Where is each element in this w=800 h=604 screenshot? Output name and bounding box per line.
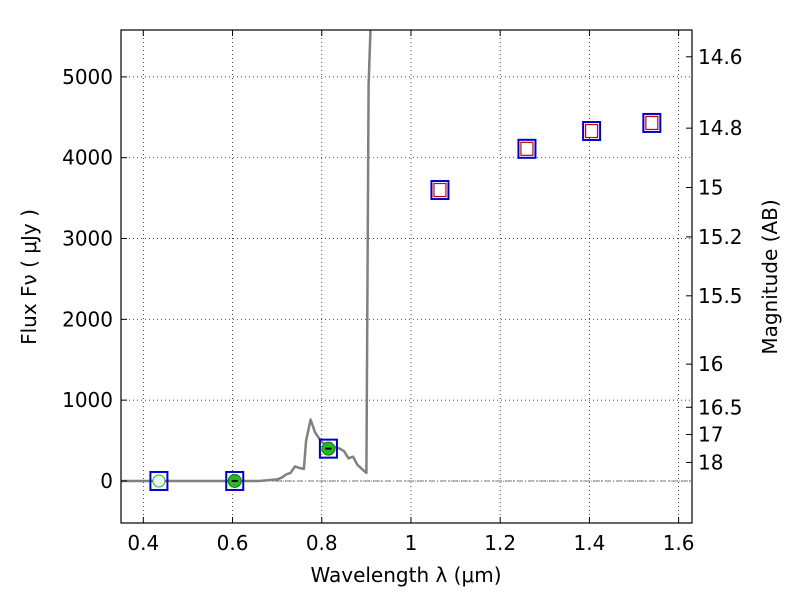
y2-axis-title: Magnitude (AB) [758, 199, 782, 354]
axis-layer: 0.4 0.6 0.8 1 1.2 1.4 1.6 0 1000 2000 3000 4000 5000… [62, 30, 743, 555]
model-flux-marker [430, 180, 450, 201]
model-flux-marker [582, 121, 602, 142]
x-axis-title: Wavelength λ (μm) [310, 563, 501, 587]
y2-tick-label: 16 [698, 352, 723, 376]
x-tick-label: 1 [405, 531, 418, 555]
model-flux-marker [642, 112, 662, 133]
y2-tick-label: 15 [698, 176, 723, 200]
y-tick-label: 5000 [62, 65, 113, 89]
clipped-series [121, 30, 662, 491]
y2-tick-label: 15.5 [698, 284, 743, 308]
template-spectrum-line [121, 30, 372, 483]
y2-tick-label: 15.2 [698, 225, 743, 249]
observed-flux-marker [645, 115, 659, 131]
y-tick-label: 2000 [62, 307, 113, 331]
x-tick-label: 0.8 [306, 531, 338, 555]
model-flux-marker [149, 470, 169, 491]
model-flux-marker [225, 470, 245, 491]
y-tick-label: 1000 [62, 388, 113, 412]
y2-tick-label: 14.8 [698, 116, 743, 140]
x-tick-label: 0.6 [217, 531, 249, 555]
series-layer [121, 30, 662, 491]
observed-flux-marker [585, 123, 599, 139]
y2-tick-label: 16.5 [698, 395, 743, 419]
grid-layer [121, 30, 692, 523]
observed-flux-marker [520, 141, 534, 156]
y-tick-label: 0 [100, 469, 113, 493]
model-flux-marker [318, 438, 338, 459]
y2-tick-label: 18 [698, 450, 723, 474]
y-tick-label: 3000 [62, 227, 113, 251]
observed-flux-marker [433, 182, 447, 198]
upper-limit-marker [152, 474, 166, 488]
plot-frame [120, 29, 693, 524]
y-axis-title: Flux Fν ( μJy ) [17, 209, 41, 345]
x-tick-label: 1.6 [663, 531, 695, 555]
x-tick-label: 1.4 [573, 531, 605, 555]
y2-tick-label: 14.6 [698, 45, 743, 69]
x-tick-label: 1.2 [484, 531, 516, 555]
model-flux-marker [517, 138, 537, 159]
y-tick-label: 4000 [62, 146, 113, 170]
x-tick-label: 0.4 [127, 531, 159, 555]
y2-tick-label: 17 [698, 422, 723, 446]
